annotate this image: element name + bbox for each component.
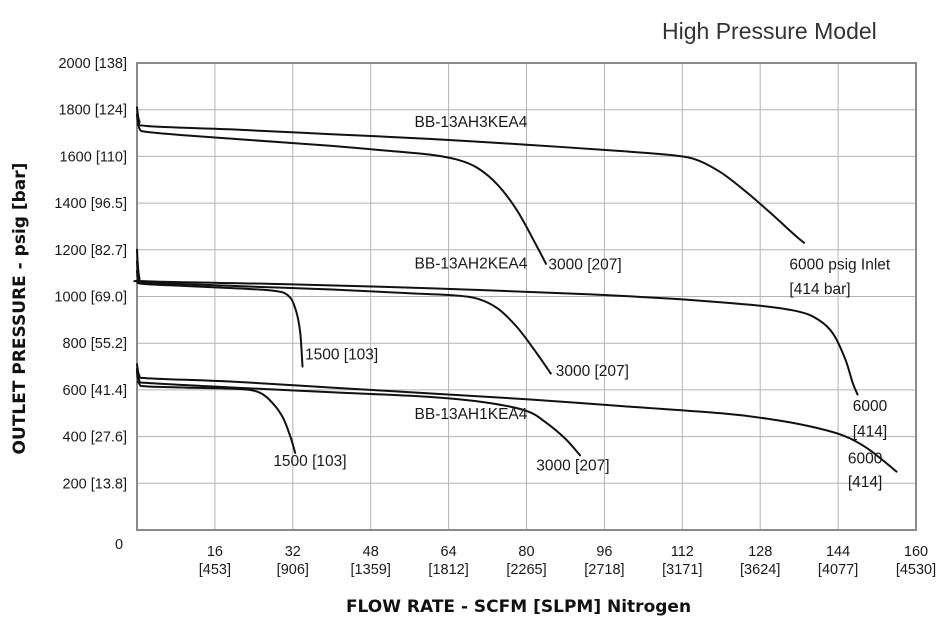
annotation-label: 3000 [207]: [556, 363, 629, 380]
y-tick-label: 400 [27.6]: [63, 430, 128, 446]
series-line-1: [136, 106, 805, 244]
annotation-label: 1500 [103]: [305, 347, 378, 364]
y-axis-title: OUTLET PRESSURE - psig [bar]: [10, 163, 30, 455]
x-tick-label: 128: [748, 544, 772, 560]
y-tick-label: 1600 [110]: [60, 149, 127, 165]
series-line-0: [136, 113, 547, 265]
y-tick-label: 2000 [138]: [58, 56, 127, 72]
x-tick-labels: 0 16 [453] 32 [906] 48 [1359] 64 [1812] 80 [2265] 9…: [115, 537, 936, 578]
x-tick-label: 96: [596, 544, 612, 560]
curve-annotations: BB-13AH3KEA4 3000 [207] 6000 psig Inlet [41…: [273, 114, 891, 491]
annotation-label: 6000: [853, 398, 888, 415]
x-tick-sublabel: [4077]: [818, 562, 858, 578]
x-tick-sublabel: [2718]: [584, 562, 624, 578]
x-tick-sublabel: [453]: [199, 562, 231, 578]
x-tick-label: 112: [671, 544, 694, 560]
x-tick-sublabel: [1812]: [428, 562, 468, 578]
annotation-label: BB-13AH2KEA4: [415, 255, 528, 272]
annotation-label: 3000 [207]: [536, 457, 609, 474]
y-tick-label: 1200 [82.7]: [54, 243, 127, 259]
series-line-6: [136, 367, 582, 457]
annotation-label: [414 bar]: [789, 281, 850, 298]
x-tick-label: 144: [826, 544, 850, 560]
annotation-label: BB-13AH1KEA4: [415, 406, 528, 423]
y-tick-label: 1400 [96.5]: [54, 196, 127, 212]
x-tick-sublabel: [1359]: [351, 562, 391, 578]
x-tick-sublabel: [3624]: [740, 562, 780, 578]
chart-title: High Pressure Model: [662, 18, 877, 44]
grid-lines: [137, 63, 916, 530]
x-tick-label: 80: [518, 544, 534, 560]
origin-tick-label: 0: [115, 537, 123, 553]
annotation-label: [414]: [848, 474, 882, 491]
y-tick-label: 1800 [124]: [58, 103, 127, 119]
series-line-4: [133, 248, 859, 396]
x-tick-sublabel: [2265]: [506, 562, 546, 578]
flow-curves: [133, 106, 898, 473]
annotation-label: 6000: [848, 450, 883, 467]
plot-frame: [136, 62, 917, 531]
series-line-3: [136, 260, 552, 375]
x-tick-label: 16: [207, 544, 223, 560]
y-tick-label: 1000 [69.0]: [54, 290, 127, 306]
annotation-label: [414]: [853, 424, 887, 441]
annotation-label: BB-13AH3KEA4: [415, 114, 528, 131]
x-tick-sublabel: [906]: [277, 562, 309, 578]
annotation-label: 6000 psig Inlet: [789, 257, 891, 274]
x-tick-sublabel: [3171]: [662, 562, 702, 578]
x-tick-label: 64: [441, 544, 457, 560]
annotation-label: 1500 [103]: [273, 453, 346, 470]
x-tick-label: 160: [904, 544, 928, 560]
y-tick-label: 800 [55.2]: [63, 336, 128, 352]
x-tick-sublabel: [4530]: [896, 562, 936, 578]
x-tick-label: 32: [285, 544, 301, 560]
x-axis-title: FLOW RATE - SCFM [SLPM] Nitrogen: [346, 597, 691, 617]
y-tick-labels: 200 [13.8] 400 [27.6] 600 [41.4] 800 [55.2]…: [54, 56, 127, 492]
x-tick-label: 48: [363, 544, 379, 560]
series-line-5: [136, 370, 297, 454]
series-line-7: [136, 363, 898, 473]
y-tick-label: 200 [13.8]: [63, 476, 128, 492]
annotation-label: 3000 [207]: [548, 257, 621, 274]
y-tick-label: 600 [41.4]: [63, 383, 128, 399]
